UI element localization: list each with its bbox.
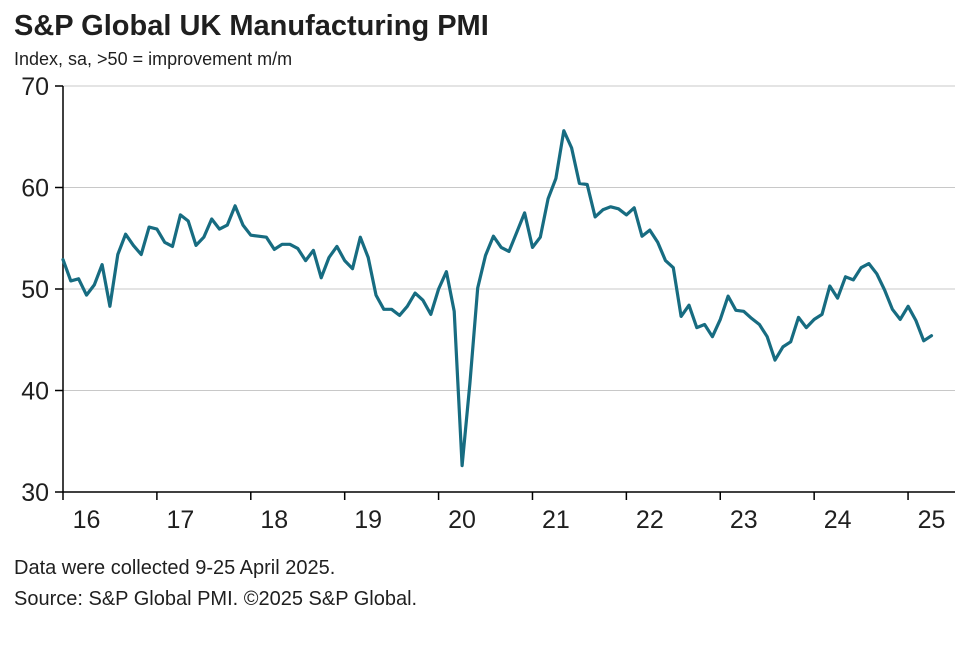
y-tick-label: 40 (21, 378, 49, 406)
x-tick-label: 22 (636, 506, 664, 534)
x-tick-label: 16 (73, 506, 101, 534)
source-note: Source: S&P Global PMI. ©2025 S&P Global… (14, 588, 418, 610)
chart-title: S&P Global UK Manufacturing PMI (14, 10, 489, 42)
x-tick-label: 23 (730, 506, 758, 534)
x-tick-label: 21 (542, 506, 570, 534)
collection-note: Data were collected 9-25 April 2025. (14, 557, 336, 579)
x-tick-label: 18 (260, 506, 288, 534)
y-tick-label: 50 (21, 276, 49, 304)
x-tick-label: 24 (824, 506, 852, 534)
chart-footer: Data were collected 9-25 April 2025. Sou… (0, 553, 975, 615)
y-tick-label: 30 (21, 479, 49, 507)
chart-subtitle: Index, sa, >50 = improvement m/m (14, 49, 293, 69)
chart-area: 30 40 50 60 70 16 17 18 19 20 21 22 23 24 25 (0, 72, 975, 539)
x-tick-label: 17 (166, 506, 194, 534)
x-tick-label: 25 (918, 506, 946, 534)
x-tick-label: 19 (354, 506, 382, 534)
x-tick-label: 20 (448, 506, 476, 534)
y-tick-label: 70 (21, 73, 49, 101)
pmi-series-line (61, 129, 934, 468)
y-tick-label: 60 (21, 175, 49, 203)
pmi-line-chart: 30 40 50 60 70 16 17 18 19 20 21 22 23 24 25 (21, 73, 955, 534)
